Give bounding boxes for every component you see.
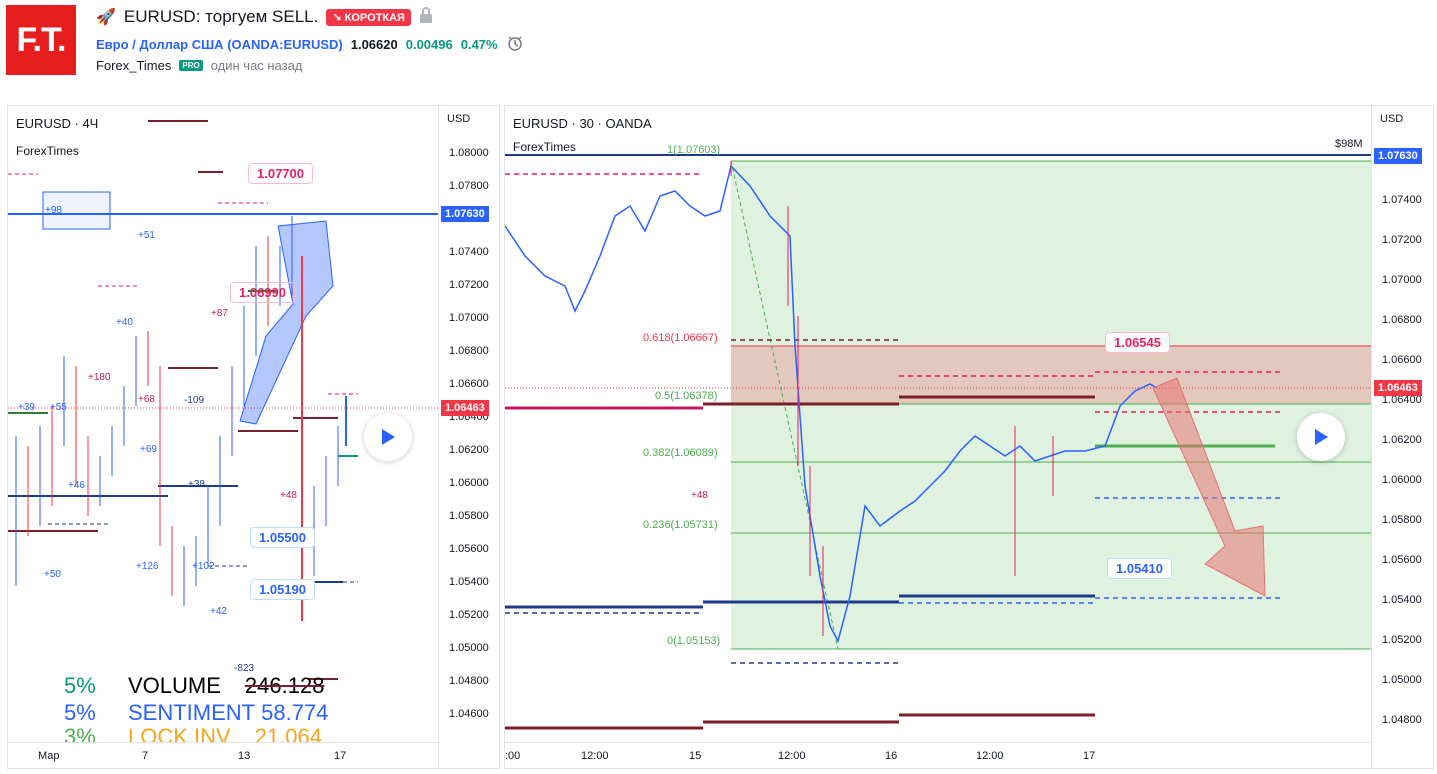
- right-current-price-tag: 1.06463: [1374, 380, 1422, 396]
- left-time-axis[interactable]: Мар 7 13 17: [8, 742, 438, 768]
- right-chart-panel[interactable]: +48 1(1.07603) 0.618(1.06667) 0.5(1.0637…: [504, 105, 1434, 769]
- right-chart-subtitle: ForexTimes: [513, 140, 576, 154]
- play-icon: [1315, 429, 1328, 445]
- svg-text:0.618(1.06667): 0.618(1.06667): [643, 332, 718, 344]
- stat-lock-inv: 3% LOCK INV 21.064: [64, 724, 322, 742]
- svg-text:+40: +40: [116, 317, 133, 328]
- callout-1.05500: 1.05500: [250, 527, 315, 548]
- svg-text:+38: +38: [188, 479, 205, 490]
- alarm-clock-icon[interactable]: [506, 34, 524, 55]
- left-chart-canvas[interactable]: +98 +51 +40 +39 +55 +180 +68 -109 +46 +6…: [8, 106, 438, 742]
- price-change: 0.00496: [405, 37, 453, 52]
- svg-text:+51: +51: [138, 230, 155, 241]
- rocket-icon: 🚀: [96, 9, 116, 26]
- svg-text:1(1.07603): 1(1.07603): [667, 144, 720, 156]
- right-level-tag: 1.07630: [1374, 148, 1422, 164]
- left-candles: [15, 216, 347, 621]
- left-chart-title: EURUSD · 4Ч: [16, 116, 99, 131]
- svg-text:+48: +48: [691, 490, 708, 501]
- author-row: Forex_Times PRO один час назад: [96, 58, 302, 73]
- callout-1.06545: 1.06545: [1105, 332, 1170, 353]
- svg-text:+126: +126: [136, 561, 159, 572]
- right-time-axis[interactable]: :00 12:00 15 12:00 16 12:00 17: [505, 742, 1371, 768]
- idea-title-row: 🚀 EURUSD: торгуем SELL. ↘ КОРОТКАЯ: [96, 6, 433, 28]
- symbol-row: Евро / Доллар США (OANDA:EURUSD) 1.06620…: [96, 34, 524, 55]
- left-chart-subtitle: ForexTimes: [16, 144, 79, 158]
- callout-1.05190: 1.05190: [250, 579, 315, 600]
- right-chart-canvas[interactable]: +48 1(1.07603) 0.618(1.06667) 0.5(1.0637…: [505, 106, 1371, 742]
- author-name[interactable]: Forex_Times: [96, 58, 172, 73]
- svg-text:+87: +87: [211, 308, 228, 319]
- svg-text:-823: -823: [234, 663, 254, 674]
- stat-volume: 5% VOLUME 246.128: [64, 673, 325, 698]
- price-change-pct: 0.47%: [460, 37, 498, 52]
- play-button-right[interactable]: [1297, 413, 1345, 461]
- svg-text:+42: +42: [210, 606, 227, 617]
- svg-text:0(1.05153): 0(1.05153): [667, 635, 720, 647]
- right-price-axis[interactable]: USD 1.07400 1.07200 1.07000 1.06800 1.06…: [1371, 106, 1433, 768]
- left-chart-panel[interactable]: +98 +51 +40 +39 +55 +180 +68 -109 +46 +6…: [7, 105, 500, 769]
- lock-icon: [419, 6, 433, 28]
- svg-text:0.5(1.06378): 0.5(1.06378): [655, 390, 717, 402]
- svg-text:+55: +55: [50, 402, 67, 413]
- svg-text:0.236(1.05731): 0.236(1.05731): [643, 519, 718, 531]
- svg-text:+180: +180: [88, 372, 111, 383]
- callout-1.07700: 1.07700: [248, 163, 313, 184]
- svg-text:0.382(1.06089): 0.382(1.06089): [643, 447, 718, 459]
- svg-text:+69: +69: [140, 444, 157, 455]
- svg-text:+39: +39: [18, 402, 35, 413]
- callout-1.06990: 1.06990: [230, 282, 295, 303]
- short-badge: ↘ КОРОТКАЯ: [326, 8, 411, 26]
- right-chart-title: EURUSD · 30 · OANDA: [513, 116, 652, 131]
- symbol-price: 1.06620: [350, 37, 398, 52]
- svg-text:-109: -109: [184, 395, 204, 406]
- volume-label: $98M: [1335, 138, 1363, 150]
- stat-sentiment: 5% SENTIMENT 58.774: [64, 700, 329, 725]
- left-current-price-tag: 1.06463: [441, 400, 489, 416]
- callout-1.05410: 1.05410: [1107, 558, 1172, 579]
- play-icon: [382, 429, 395, 445]
- left-price-axis[interactable]: USD 1.08000 1.07800 1.07600 1.07400 1.07…: [438, 106, 499, 768]
- pro-badge: PRO: [179, 60, 203, 71]
- svg-text:+50: +50: [44, 569, 61, 580]
- svg-text:+48: +48: [280, 490, 297, 501]
- svg-text:+98: +98: [45, 205, 62, 216]
- publish-time: один час назад: [210, 58, 303, 73]
- idea-title: EURUSD: торгуем SELL.: [123, 7, 319, 26]
- svg-text:+102: +102: [192, 561, 215, 572]
- play-button-left[interactable]: [364, 413, 412, 461]
- left-level-tag: 1.07630: [441, 206, 489, 222]
- brand-logo[interactable]: F.T.: [6, 5, 76, 75]
- svg-text:+68: +68: [138, 394, 155, 405]
- symbol-name-link[interactable]: Евро / Доллар США (OANDA:EURUSD): [96, 37, 343, 52]
- svg-text:+46: +46: [68, 480, 85, 491]
